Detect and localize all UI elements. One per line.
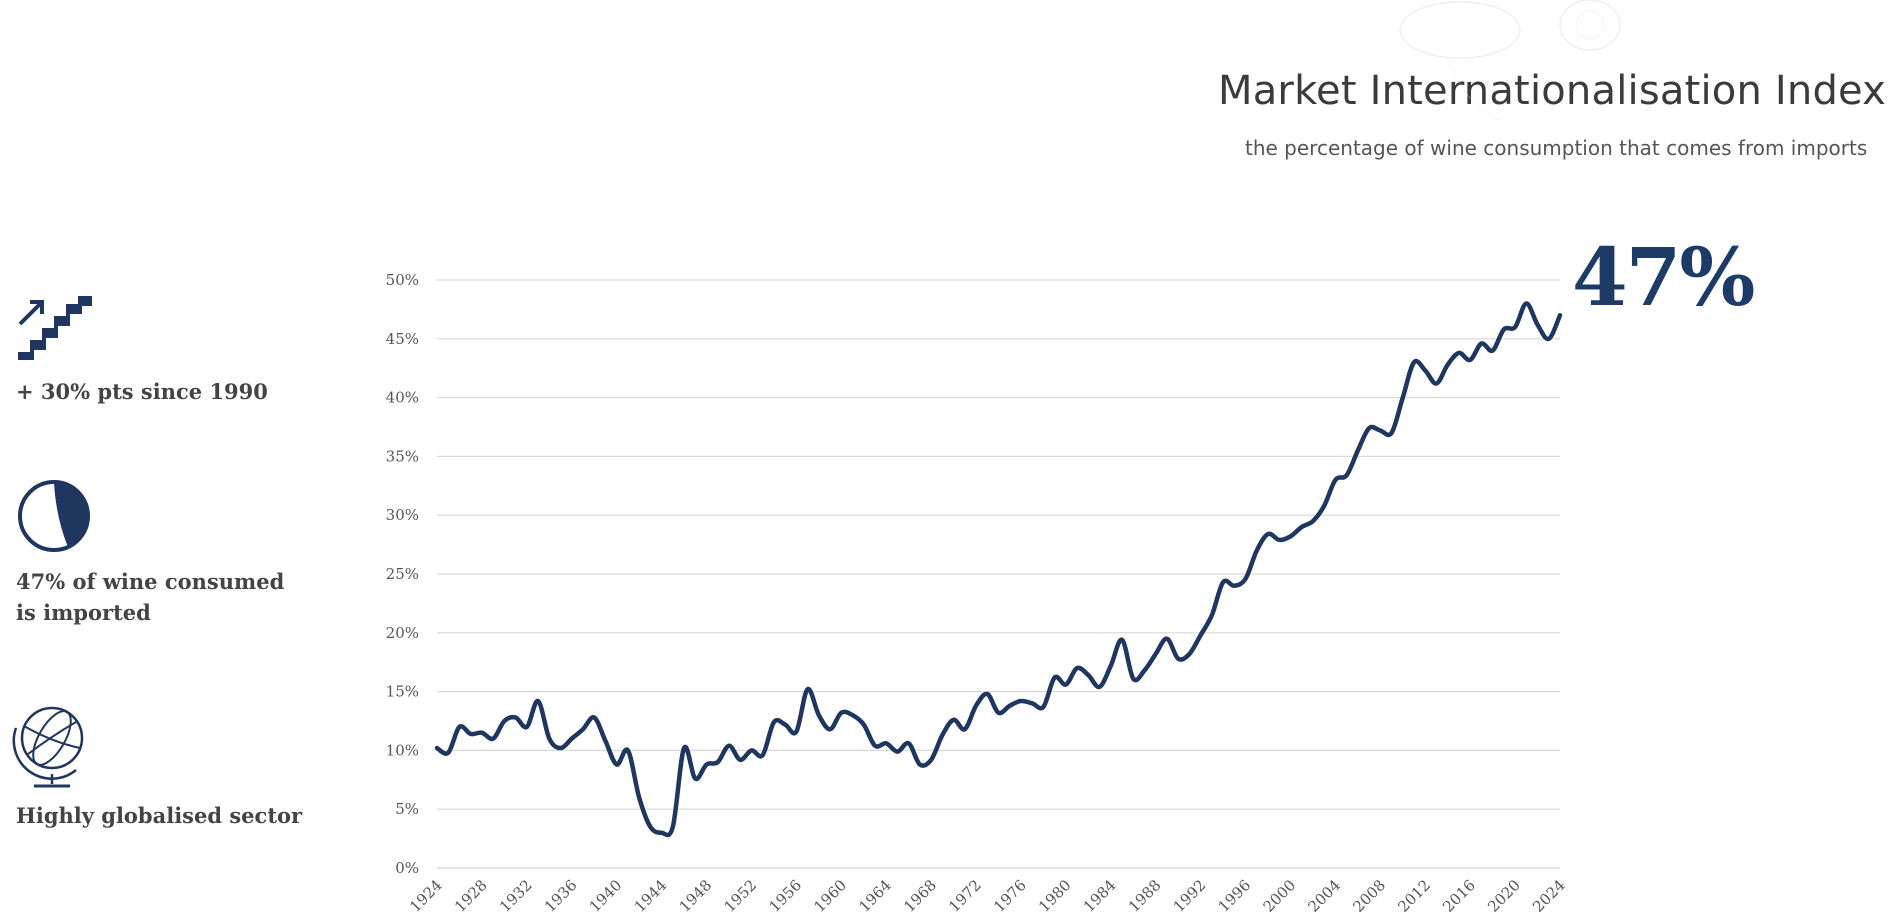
x-tick-label: 1976 — [990, 876, 1030, 916]
y-tick-label: 45% — [386, 330, 419, 348]
x-tick-label: 1992 — [1170, 876, 1210, 916]
y-tick-label: 5% — [395, 800, 419, 818]
x-tick-label: 2016 — [1439, 876, 1479, 916]
y-tick-label: 40% — [386, 389, 419, 407]
x-tick-label: 1956 — [765, 876, 805, 916]
x-tick-label: 1936 — [541, 876, 581, 916]
stat-import-share-label: 47% of wine consumed is imported — [16, 569, 285, 625]
x-tick-label: 1980 — [1035, 876, 1075, 916]
y-tick-label: 50% — [386, 271, 419, 289]
x-tick-label: 2000 — [1260, 876, 1300, 916]
y-tick-label: 20% — [386, 624, 419, 642]
y-tick-label: 0% — [395, 859, 419, 877]
y-tick-label: 10% — [386, 741, 419, 759]
x-tick-label: 1968 — [900, 876, 940, 916]
chart-subtitle: the percentage of wine consumption that … — [1245, 136, 1868, 160]
stat-globalised-label: Highly globalised sector — [16, 803, 303, 828]
x-tick-label: 1996 — [1215, 876, 1255, 916]
stat-growth: + 30% pts since 1990 — [16, 292, 316, 407]
rising-stairs-icon — [18, 296, 92, 360]
x-tick-label: 1972 — [945, 876, 985, 916]
stat-import-share: 47% of wine consumed is imported — [16, 478, 316, 628]
watermark-glasses-icon — [1399, 0, 1621, 121]
y-tick-label: 30% — [386, 506, 419, 524]
x-tick-label: 1924 — [406, 876, 446, 916]
x-tick-label: 2004 — [1304, 876, 1344, 916]
x-tick-label: 2012 — [1394, 876, 1434, 916]
x-tick-label: 2024 — [1529, 876, 1569, 916]
x-tick-label: 2020 — [1484, 876, 1524, 916]
x-tick-label: 1944 — [631, 876, 671, 916]
y-tick-label: 15% — [386, 683, 419, 701]
x-tick-label: 1988 — [1125, 876, 1165, 916]
x-tick-label: 1960 — [810, 876, 850, 916]
stat-growth-label: + 30% pts since 1990 — [16, 379, 268, 404]
x-tick-label: 1928 — [451, 876, 491, 916]
globe-icon — [12, 706, 84, 788]
x-tick-label: 1984 — [1080, 876, 1120, 916]
current-value-highlight: 47% — [1572, 230, 1755, 324]
x-tick-label: 1940 — [586, 876, 626, 916]
x-tick-label: 1964 — [855, 876, 895, 916]
x-tick-label: 1952 — [721, 876, 761, 916]
chart-title: Market Internationalisation Index — [1218, 68, 1887, 114]
pie-share-icon — [18, 480, 90, 552]
x-tick-label: 1932 — [496, 876, 536, 916]
x-tick-label: 2008 — [1349, 876, 1389, 916]
stat-globalised: Highly globalised sector — [12, 700, 316, 831]
x-tick-label: 1948 — [676, 876, 716, 916]
y-tick-label: 35% — [386, 447, 419, 465]
series-line — [434, 301, 1563, 838]
y-tick-label: 25% — [386, 565, 419, 583]
